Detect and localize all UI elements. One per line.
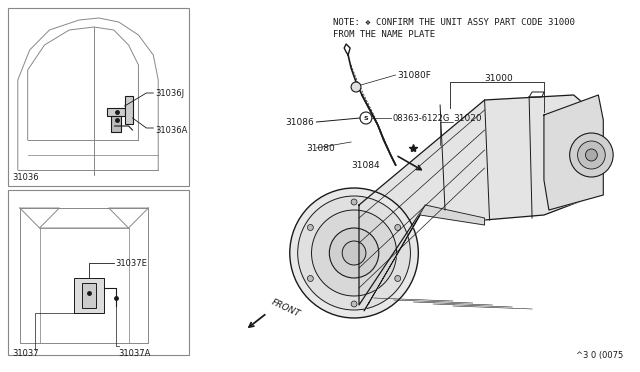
Text: FROM THE NAME PLATE: FROM THE NAME PLATE <box>333 30 435 39</box>
Text: 31037: 31037 <box>12 349 38 357</box>
Bar <box>111 116 121 132</box>
Bar <box>74 278 104 313</box>
Text: 31080F: 31080F <box>397 71 431 80</box>
Polygon shape <box>544 95 604 210</box>
Text: 31080: 31080 <box>307 144 335 153</box>
Text: FRONT: FRONT <box>270 298 301 318</box>
Circle shape <box>360 112 372 124</box>
Circle shape <box>307 276 314 282</box>
Polygon shape <box>359 95 604 305</box>
Bar <box>82 283 96 308</box>
Circle shape <box>342 241 366 265</box>
Circle shape <box>351 301 357 307</box>
Circle shape <box>298 196 410 310</box>
Text: 08363-6122G: 08363-6122G <box>392 113 450 122</box>
Circle shape <box>395 276 401 282</box>
Text: 31020: 31020 <box>453 113 481 122</box>
Text: 31000: 31000 <box>484 74 513 83</box>
Circle shape <box>586 149 597 161</box>
Circle shape <box>312 210 397 296</box>
Text: 31036: 31036 <box>12 173 38 182</box>
Text: 31086: 31086 <box>285 118 314 126</box>
Circle shape <box>351 199 357 205</box>
Text: S: S <box>364 115 368 121</box>
Circle shape <box>307 224 314 231</box>
Bar <box>107 108 125 116</box>
Text: 31037A: 31037A <box>118 349 151 357</box>
Text: 31037E: 31037E <box>116 259 148 267</box>
Text: 31036J: 31036J <box>156 89 184 97</box>
Bar <box>8 190 189 355</box>
Bar <box>125 96 132 124</box>
Text: 31084: 31084 <box>351 160 380 170</box>
Circle shape <box>290 188 419 318</box>
Circle shape <box>577 141 605 169</box>
Text: 31036A: 31036A <box>156 125 188 135</box>
Text: NOTE: ❖ CONFIRM THE UNIT ASSY PART CODE 31000: NOTE: ❖ CONFIRM THE UNIT ASSY PART CODE … <box>333 18 575 27</box>
Polygon shape <box>364 205 484 311</box>
Bar <box>8 8 189 186</box>
Circle shape <box>330 228 379 278</box>
Text: ^3 0 (0075: ^3 0 (0075 <box>576 351 623 360</box>
Circle shape <box>351 82 361 92</box>
Circle shape <box>395 224 401 231</box>
Circle shape <box>570 133 613 177</box>
